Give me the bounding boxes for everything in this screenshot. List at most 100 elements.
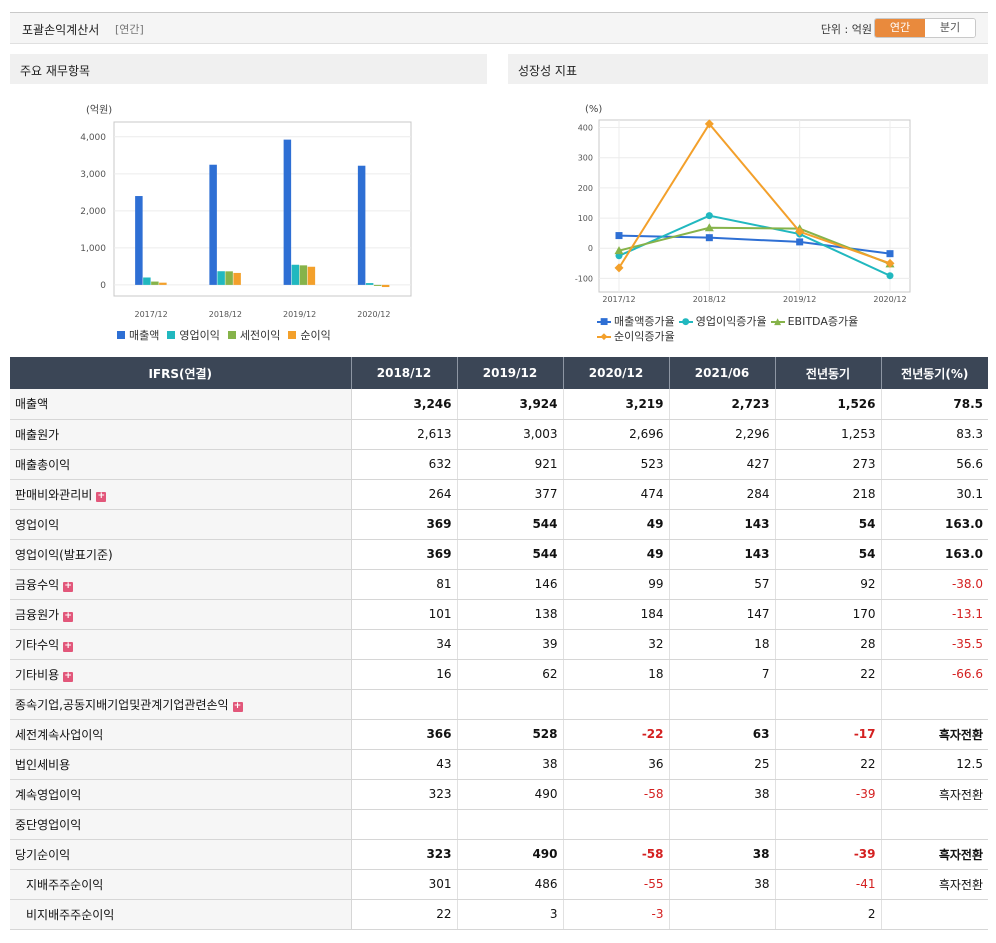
value-cell: 218: [775, 479, 882, 510]
key-items-bar-chart: 0 1,000 2,000 3,000 4,000 (억원) 2017/12 2018/12 2…: [80, 104, 412, 319]
legend-label: 영업이익: [179, 329, 220, 342]
legend-label: EBITDA증가율: [787, 315, 859, 328]
bar-x-tick-label: 2018/12: [209, 310, 242, 319]
legend-marker: ■: [597, 315, 611, 329]
bar-mark: [209, 164, 217, 285]
legend-label: 순이익: [300, 329, 331, 342]
bar-mark: [135, 196, 143, 285]
unit-label: 단위 : 억원: [820, 23, 872, 36]
value-cell: 284: [669, 479, 776, 510]
value-cell: 32: [563, 629, 670, 660]
value-cell: 81: [351, 569, 458, 600]
table-row: 영업이익 369 544 49 143 54 163.0: [10, 509, 988, 540]
expand-plus-icon[interactable]: +: [63, 670, 74, 682]
line-series: [618, 214, 891, 277]
value-cell: [351, 809, 458, 840]
value-cell: [775, 809, 882, 840]
value-cell: 2,296: [669, 419, 776, 450]
value-cell: 3: [457, 899, 564, 930]
line-point: [705, 234, 713, 242]
value-cell: 3,246: [351, 389, 458, 420]
value-cell: 138: [457, 599, 564, 630]
table-row: 기타수익 +34 39 32 18 28 -35.5: [10, 629, 988, 660]
line-x-tick-label: 2019/12: [783, 295, 816, 304]
row-label: 종속기업,공동지배기업및관계기업관련손익: [15, 697, 229, 712]
row-label-cell: 법인세비용: [10, 749, 352, 780]
line-series: [618, 122, 891, 269]
bar-x-tick-label: 2019/12: [283, 310, 316, 319]
key-items-panel-header: 주요 재무항목: [10, 54, 487, 84]
value-cell: 544: [457, 509, 564, 540]
growth-title: 성장성 지표: [518, 64, 578, 78]
table-body: 매출액 3,246 3,924 3,219 2,723 1,526 78.5 매출원가 2,61…: [10, 389, 988, 930]
value-cell: 39: [457, 629, 564, 660]
line-point: [614, 263, 624, 273]
value-cell: -35.5: [881, 629, 988, 660]
legend-marker: ●: [678, 315, 693, 329]
value-cell: [669, 899, 776, 930]
line-x-tick-label: 2017/12: [602, 295, 635, 304]
legend-swatch: [167, 331, 176, 339]
bar-mark: [291, 264, 300, 285]
table-row: 금융수익 +81 146 99 57 92 -38.0: [10, 569, 988, 600]
line-point: [886, 250, 894, 258]
quarter-tab[interactable]: 분기: [925, 19, 975, 37]
table-row: 매출총이익 632 921 523 427 273 56.6: [10, 449, 988, 480]
bar-mark: [143, 277, 151, 285]
value-cell: [563, 809, 670, 840]
row-label: 매출총이익: [15, 457, 71, 472]
bar-y-tick-label: 1,000: [80, 244, 106, 254]
line-point: [704, 119, 714, 129]
bar-y-tick-label: 4,000: [80, 133, 106, 143]
bar-plot-area: [113, 121, 412, 297]
value-cell: 366: [351, 719, 458, 750]
value-cell: 3,003: [457, 419, 564, 450]
row-label: 기타비용: [15, 667, 60, 682]
line-point: [795, 227, 805, 237]
line-y-tick-label: 200: [578, 184, 593, 193]
line-legend-item: ■ 매출액증가율: [597, 315, 675, 329]
line-y-tick-label: 300: [578, 154, 593, 163]
bar-mark: [307, 266, 316, 285]
row-label: 비지배주주순이익: [26, 907, 115, 922]
expand-plus-icon[interactable]: +: [232, 700, 243, 712]
expand-plus-icon[interactable]: +: [63, 580, 74, 592]
line-series: [618, 226, 891, 265]
table-row: 계속영업이익 323 490 -58 38 -39 흑자전환: [10, 779, 988, 810]
value-cell: 22: [351, 899, 458, 930]
column-header-period: 2020/12: [563, 357, 670, 389]
bar-x-tick-label: 2017/12: [135, 310, 168, 319]
value-cell: 16: [351, 659, 458, 690]
value-cell: 22: [775, 749, 882, 780]
line-x-tick-label: 2018/12: [693, 295, 726, 304]
value-cell: 163.0: [881, 539, 988, 570]
bar-x-tick-label: 2020/12: [357, 310, 390, 319]
value-cell: -38.0: [881, 569, 988, 600]
value-cell: 흑자전환: [881, 839, 988, 870]
value-cell: 2,696: [563, 419, 670, 450]
value-cell: 38: [669, 869, 776, 900]
row-label: 영업이익: [15, 517, 60, 532]
table-row: 비지배주주순이익 22 3 -3 2: [10, 899, 988, 930]
value-cell: 3,924: [457, 389, 564, 420]
statement-header-bar: 포괄손익계산서 [연간] 단위 : 억원 연간 분기: [10, 12, 988, 44]
value-cell: 490: [457, 779, 564, 810]
value-cell: 427: [669, 449, 776, 480]
statement-period-label: [연간]: [115, 23, 144, 36]
expand-plus-icon[interactable]: +: [63, 610, 74, 622]
expand-plus-icon[interactable]: +: [96, 490, 107, 502]
expand-plus-icon[interactable]: +: [63, 640, 74, 652]
legend-label: 영업이익증가율: [695, 315, 767, 328]
legend-label: 세전이익: [239, 329, 281, 342]
value-cell: 377: [457, 479, 564, 510]
value-cell: 78.5: [881, 389, 988, 420]
legend-label: 매출액: [129, 329, 160, 342]
value-cell: 486: [457, 869, 564, 900]
value-cell: 273: [775, 449, 882, 480]
bar-mark: [373, 284, 382, 286]
line-legend-item: ◆ 순이익증가율: [597, 330, 675, 344]
bar-legend-item: 세전이익: [227, 327, 281, 343]
annual-tab[interactable]: 연간: [875, 19, 925, 37]
line-y-tick-label: 0: [588, 244, 593, 253]
value-cell: -58: [563, 779, 670, 810]
